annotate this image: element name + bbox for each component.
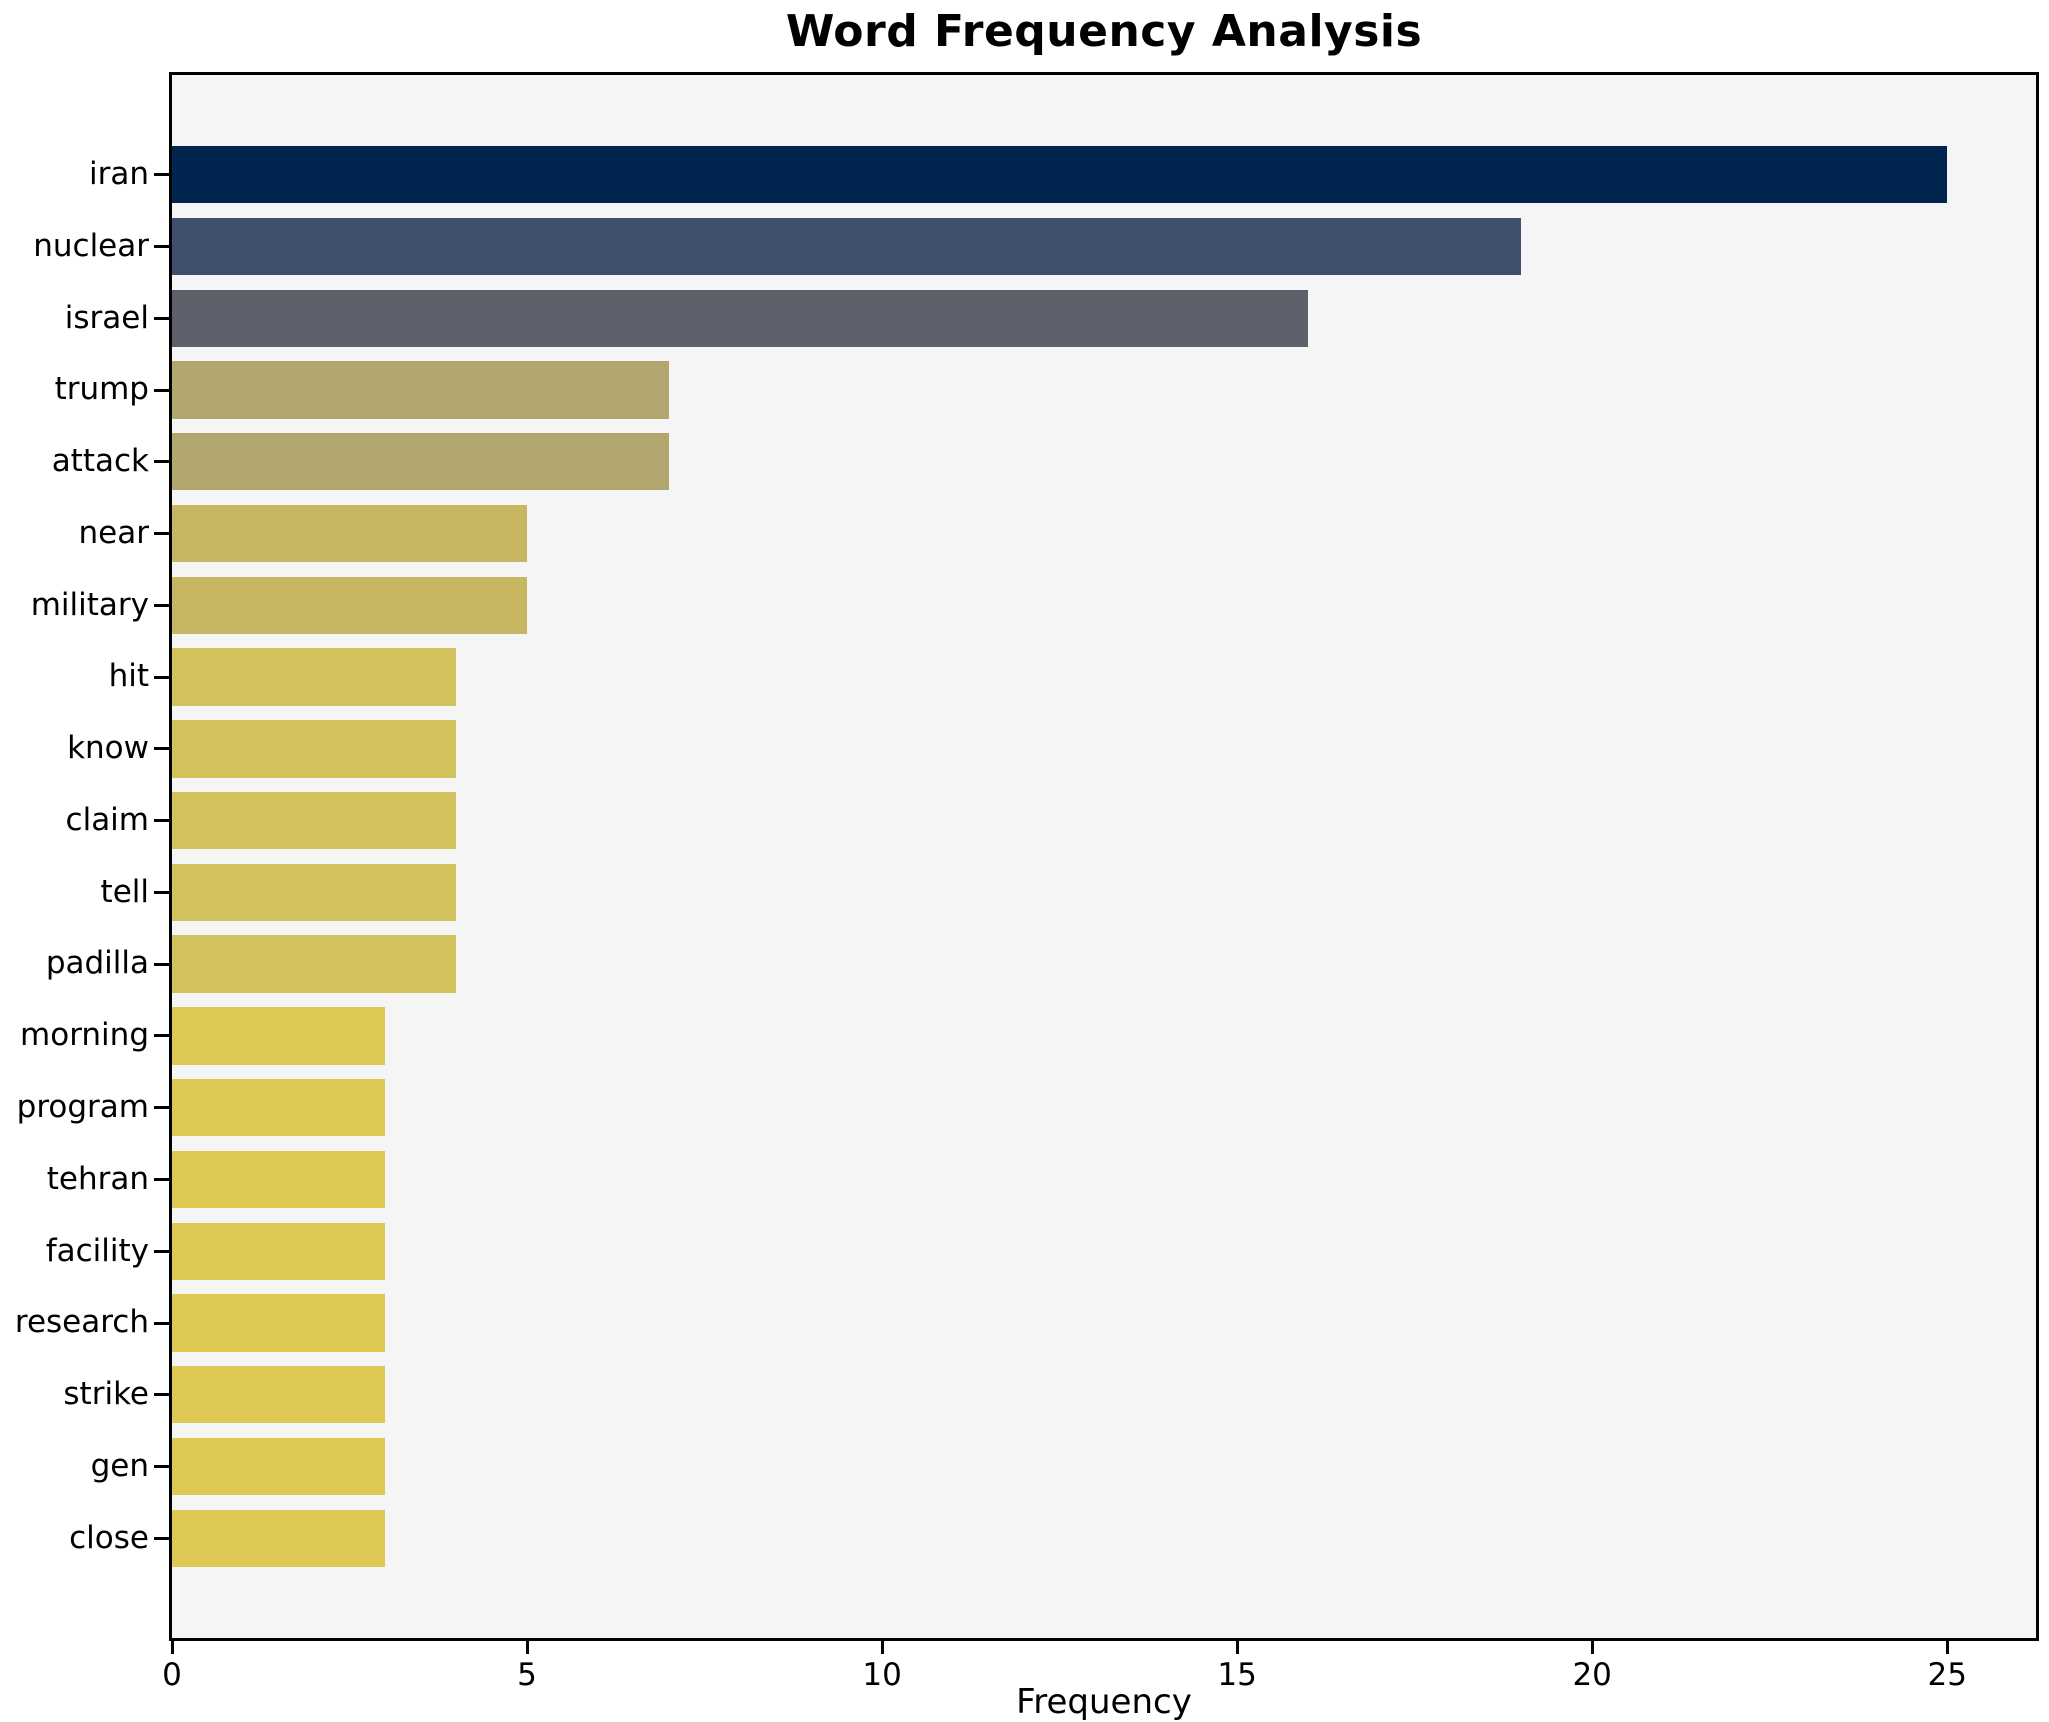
bar: [172, 1007, 386, 1065]
y-tick-label: gen: [90, 1447, 149, 1484]
bar: [172, 1079, 386, 1137]
x-tick: [1590, 1641, 1594, 1654]
y-tick: [154, 1393, 169, 1397]
bar: [172, 1150, 386, 1209]
y-tick: [154, 1177, 169, 1181]
x-tick: [880, 1641, 884, 1654]
bar: [172, 935, 457, 993]
y-tick: [154, 1536, 169, 1540]
bar: [172, 863, 457, 922]
bar: [172, 146, 1948, 204]
y-tick-label: padilla: [45, 945, 149, 982]
x-tick-label: 0: [162, 1657, 182, 1693]
bar: [172, 361, 670, 419]
bar: [172, 1222, 386, 1280]
y-tick: [154, 316, 169, 320]
y-tick: [154, 173, 169, 177]
y-tick-label: know: [67, 730, 149, 767]
bar: [172, 1437, 386, 1496]
x-tick: [1945, 1641, 1949, 1654]
y-tick-label: program: [16, 1089, 149, 1125]
y-tick-label: israel: [64, 299, 149, 336]
y-tick-label: tehran: [46, 1160, 149, 1197]
plot-area: [169, 72, 2039, 1641]
x-tick: [525, 1641, 529, 1654]
y-tick-label: facility: [45, 1232, 149, 1269]
bar: [172, 648, 457, 706]
x-tick-label: 25: [1927, 1657, 1967, 1693]
bar: [172, 217, 1522, 276]
y-tick-label: attack: [51, 443, 149, 480]
y-tick: [154, 890, 169, 894]
y-tick: [154, 1249, 169, 1253]
bar: [172, 504, 528, 563]
y-tick-label: near: [78, 514, 149, 551]
y-tick: [154, 1106, 169, 1110]
y-tick: [154, 819, 169, 823]
x-tick: [170, 1641, 174, 1654]
bar: [172, 1366, 386, 1424]
chart-title: Word Frequency Analysis: [785, 6, 1423, 57]
x-tick-label: 15: [1217, 1657, 1257, 1693]
y-tick-label: trump: [54, 371, 149, 408]
y-tick: [154, 962, 169, 966]
y-tick-label: iran: [88, 156, 149, 192]
bar: [172, 1294, 386, 1352]
x-tick-label: 5: [517, 1657, 537, 1693]
y-tick: [154, 675, 169, 679]
bar: [172, 289, 1309, 347]
x-axis-label: Frequency: [1016, 1682, 1192, 1722]
y-tick: [154, 1321, 169, 1325]
y-tick-label: close: [69, 1519, 149, 1556]
x-tick-label: 10: [862, 1657, 902, 1693]
y-tick: [154, 388, 169, 392]
y-tick: [154, 244, 169, 248]
y-tick-label: nuclear: [33, 227, 149, 264]
y-tick-label: hit: [108, 658, 149, 695]
y-tick-label: strike: [63, 1376, 149, 1413]
y-tick: [154, 747, 169, 751]
y-tick-label: military: [30, 586, 149, 623]
x-tick: [1235, 1641, 1239, 1654]
y-tick: [154, 460, 169, 464]
y-tick: [154, 1034, 169, 1038]
bar: [172, 433, 670, 491]
y-tick: [154, 1465, 169, 1469]
y-tick: [154, 532, 169, 536]
y-tick: [154, 603, 169, 607]
x-tick-label: 20: [1572, 1657, 1612, 1693]
y-tick-label: morning: [20, 1017, 149, 1054]
y-tick-label: claim: [65, 801, 149, 838]
bar: [172, 791, 457, 850]
bar: [172, 576, 528, 634]
y-tick-label: tell: [100, 873, 149, 910]
bar: [172, 1509, 386, 1568]
bar: [172, 720, 457, 778]
y-tick-label: research: [14, 1304, 149, 1341]
